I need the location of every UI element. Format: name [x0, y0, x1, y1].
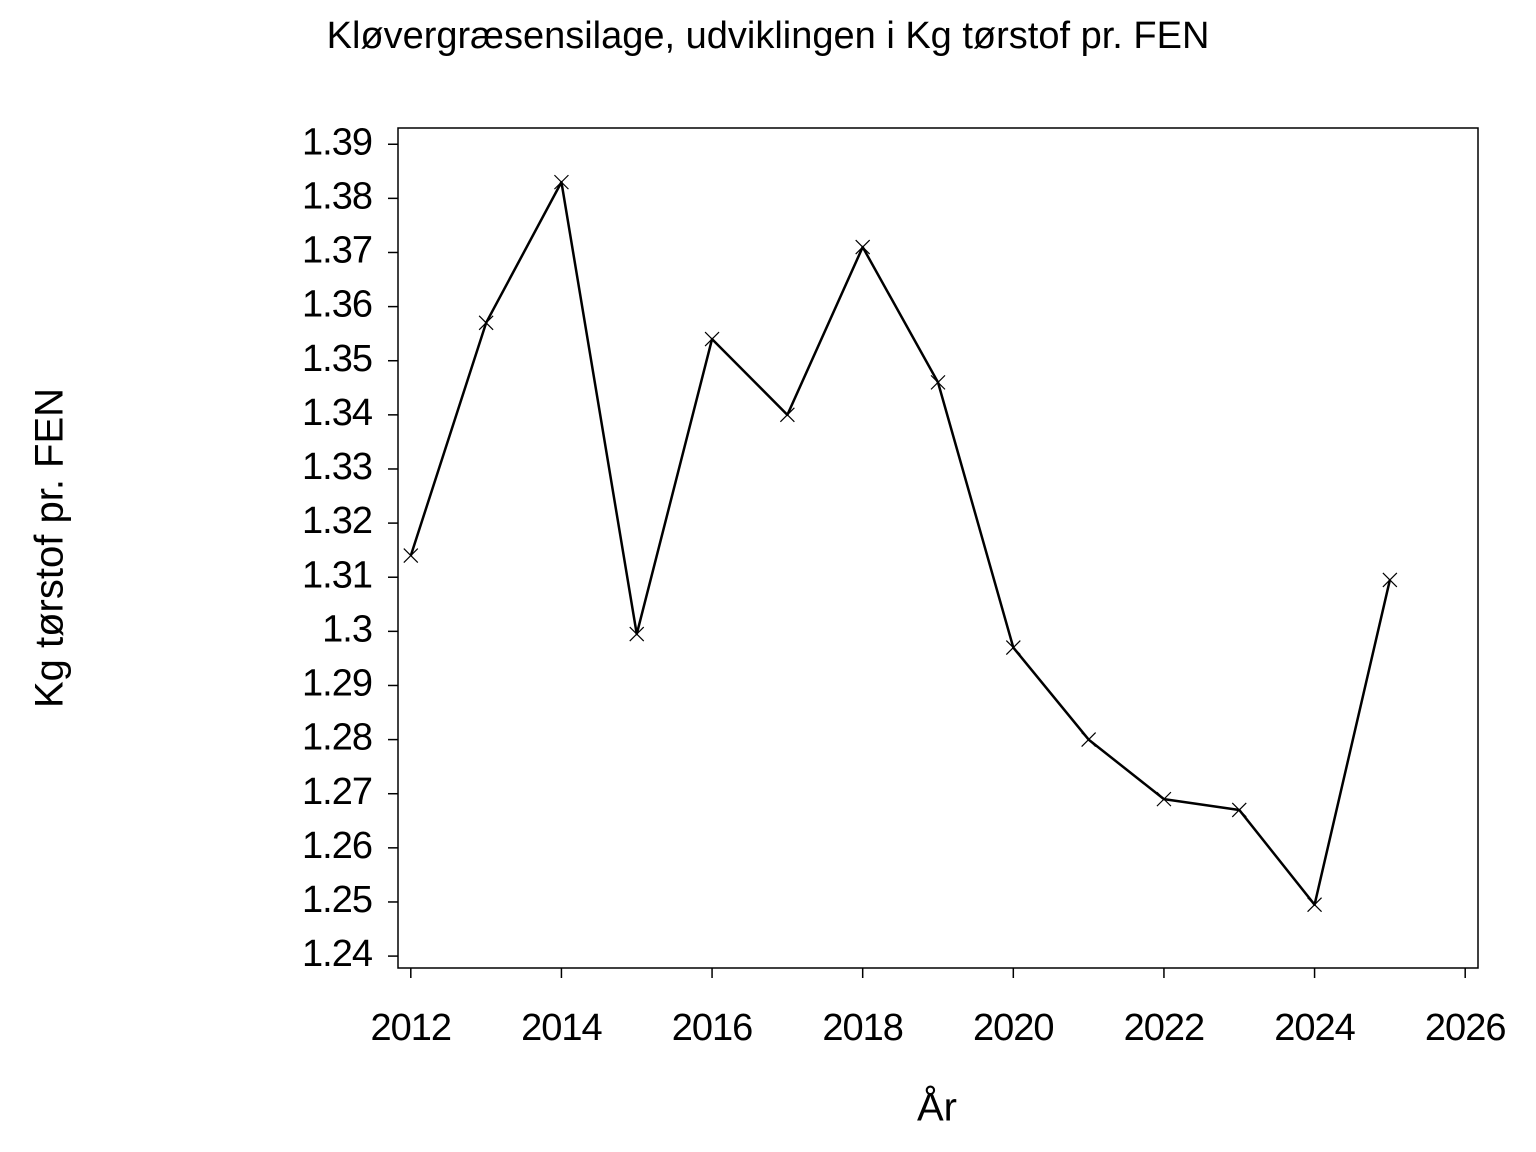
- y-tick-label: 1.31: [302, 554, 372, 596]
- data-point: [704, 331, 720, 347]
- x-tick-label: 2020: [973, 1007, 1054, 1049]
- data-point: [1307, 897, 1322, 913]
- chart-title: Kløvergræsensilage, udviklingen i Kg tør…: [327, 15, 1210, 57]
- y-tick-label: 1.33: [302, 446, 372, 488]
- data-point: [855, 239, 871, 255]
- y-tick-label: 1.34: [302, 392, 373, 434]
- x-tick-label: 2012: [371, 1007, 452, 1049]
- y-tick-label: 1.32: [302, 500, 372, 542]
- data-point: [1382, 572, 1398, 588]
- y-tick-label: 1.38: [302, 175, 372, 217]
- y-tick-label: 1.26: [302, 825, 372, 867]
- x-tick-label: 2016: [672, 1007, 753, 1049]
- data-point: [779, 407, 795, 423]
- y-tick-label: 1.24: [302, 933, 373, 975]
- data-line: [409, 180, 1392, 906]
- y-tick-label: 1.29: [302, 663, 372, 705]
- data-point: [629, 626, 645, 642]
- y-tick-label: 1.25: [302, 879, 372, 921]
- x-tick-label: 2022: [1124, 1007, 1205, 1049]
- data-point: [1156, 791, 1172, 807]
- x-tick-label: 2024: [1274, 1007, 1355, 1049]
- data-point: [930, 374, 946, 390]
- plot-frame: [397, 127, 1479, 969]
- data-point: [1081, 732, 1097, 748]
- x-axis-label: År: [917, 1085, 957, 1130]
- y-tick-label: 1.37: [302, 230, 372, 272]
- data-point: [554, 174, 569, 190]
- y-tick-label: 1.36: [302, 284, 372, 326]
- y-tick-label: 1.39: [302, 121, 372, 163]
- y-tick-label: 1.28: [302, 717, 372, 759]
- data-point: [1231, 802, 1247, 818]
- data-point: [403, 548, 419, 564]
- y-tick-label: 1.3: [322, 608, 372, 650]
- y-axis-label: Kg tørstof pr. FEN: [28, 388, 72, 708]
- y-tick-label: 1.27: [302, 771, 372, 813]
- y-tick-label: 1.35: [302, 338, 372, 380]
- x-tick-label: 2026: [1425, 1007, 1506, 1049]
- x-tick-label: 2014: [521, 1007, 602, 1049]
- x-tick-label: 2018: [822, 1007, 903, 1049]
- data-point: [1005, 640, 1021, 656]
- data-point: [478, 315, 494, 331]
